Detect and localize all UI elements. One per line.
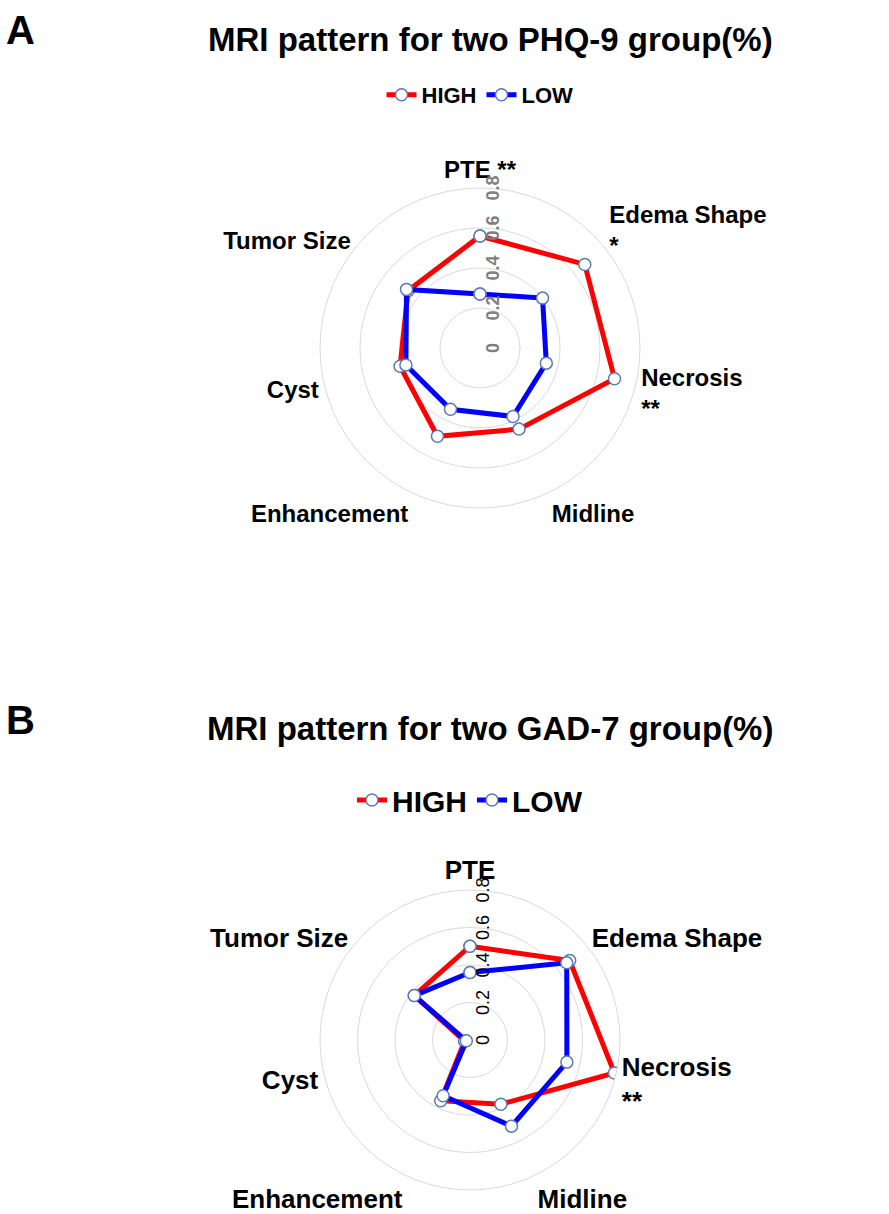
svg-text:Tumor Size: Tumor Size [223, 227, 351, 254]
svg-text:Midline: Midline [552, 500, 635, 527]
svg-text:HIGH: HIGH [392, 785, 467, 818]
svg-text:Enhancement: Enhancement [232, 1184, 403, 1214]
svg-text:0.6: 0.6 [483, 215, 503, 240]
svg-text:0: 0 [483, 343, 503, 353]
svg-text:MRI pattern for two GAD-7 grou: MRI pattern for two GAD-7 group(%) [207, 710, 773, 747]
svg-text:Necrosis**: Necrosis** [641, 364, 742, 422]
svg-text:Midline: Midline [538, 1184, 628, 1214]
svg-text:0.6: 0.6 [473, 915, 493, 940]
svg-text:Cyst: Cyst [267, 376, 319, 403]
svg-text:0.8: 0.8 [473, 877, 493, 902]
svg-text:A: A [6, 8, 35, 52]
svg-text:LOW: LOW [522, 83, 574, 108]
svg-text:0.4: 0.4 [483, 255, 503, 280]
svg-text:B: B [6, 698, 35, 742]
svg-text:0.2: 0.2 [483, 295, 503, 320]
svg-text:PTE: PTE [445, 855, 496, 885]
svg-text:Edema Shape*: Edema Shape* [609, 201, 766, 259]
svg-text:Edema Shape: Edema Shape [592, 923, 763, 953]
svg-text:Cyst: Cyst [262, 1065, 319, 1095]
svg-text:MRI pattern for two PHQ-9 grou: MRI pattern for two PHQ-9 group(%) [208, 21, 773, 58]
svg-text:0.2: 0.2 [473, 990, 493, 1015]
svg-text:0.4: 0.4 [473, 952, 493, 977]
svg-text:PTE **: PTE ** [444, 156, 517, 183]
svg-text:0: 0 [473, 1035, 493, 1045]
svg-text:HIGH: HIGH [422, 83, 477, 108]
svg-text:Enhancement: Enhancement [251, 500, 408, 527]
svg-text:0.8: 0.8 [483, 175, 503, 200]
svg-text:Tumor Size: Tumor Size [210, 923, 348, 953]
svg-text:Necrosis**: Necrosis** [622, 1052, 732, 1116]
svg-text:LOW: LOW [512, 785, 583, 818]
